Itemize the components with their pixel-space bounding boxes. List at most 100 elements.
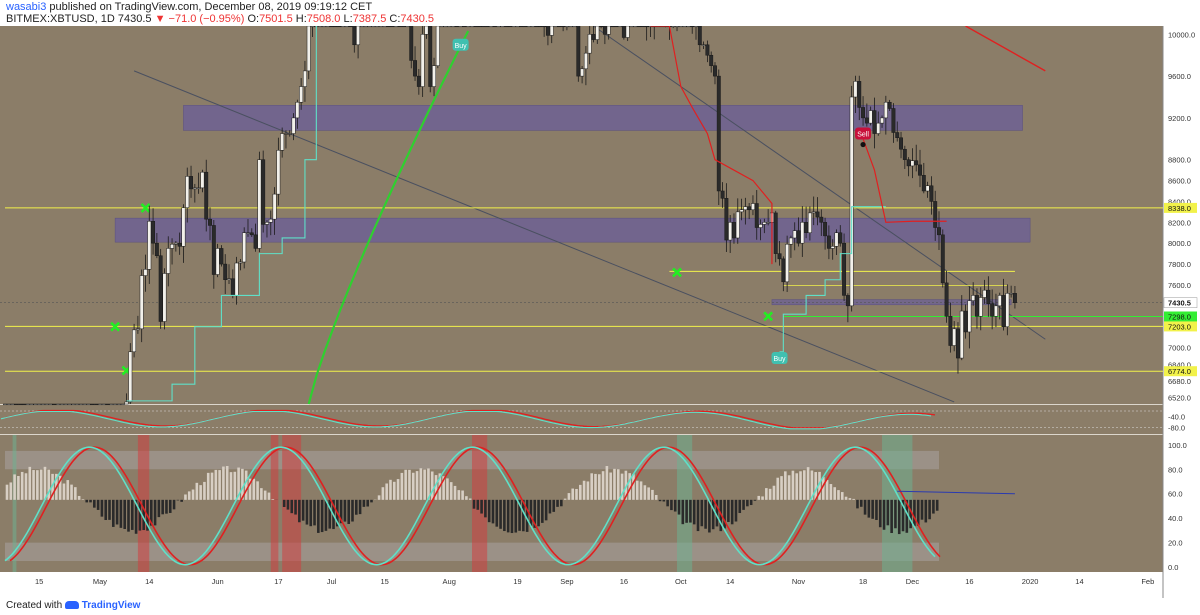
candle-body: [1005, 293, 1010, 327]
candle-body: [842, 242, 847, 296]
histogram-bar: [58, 475, 62, 500]
histogram-bar: [784, 471, 787, 500]
price-axis-tick: 8000.0: [1168, 239, 1191, 248]
candle-body: [709, 54, 714, 66]
histogram-bar: [768, 488, 772, 500]
candle-body: [637, 26, 642, 28]
candle-body: [29, 403, 34, 406]
candle-body: [993, 305, 998, 317]
candle-body: [564, 26, 569, 28]
last-price: 7430.5: [117, 13, 152, 25]
histogram-bar: [358, 499, 362, 515]
candle-body: [67, 403, 72, 406]
time-axis-tick: Jun: [212, 577, 224, 586]
candle-body: [257, 159, 262, 249]
histogram-bar: [442, 476, 445, 500]
candle-body: [785, 243, 790, 283]
histogram-bar: [567, 493, 571, 500]
candle-body: [918, 164, 922, 176]
candle-body: [466, 26, 471, 28]
histogram-bar: [244, 470, 248, 500]
time-axis-tick: 15: [35, 577, 43, 586]
histogram-bar: [780, 476, 783, 500]
histogram-bar: [354, 499, 358, 515]
stoch-axis-tick: 80.0: [1168, 465, 1183, 474]
histogram-bar: [875, 499, 878, 520]
histogram-bar: [127, 499, 130, 532]
candle-body: [78, 403, 83, 406]
histogram-bar: [616, 469, 620, 500]
candle-body: [857, 81, 862, 108]
time-axis-tick: 14: [726, 577, 734, 586]
candle-body: [185, 176, 190, 208]
histogram-bar: [506, 499, 510, 533]
histogram-bar: [134, 499, 138, 534]
histogram-bar: [13, 474, 16, 500]
histogram-bar: [552, 499, 556, 512]
time-axis-tick: 19: [513, 577, 521, 586]
candle-body: [192, 187, 197, 190]
green-x-marker: [110, 321, 121, 332]
candle-body: [982, 289, 987, 298]
symbol-name: BITMEX:XBTUSD, 1D: [6, 13, 115, 25]
candle-body: [306, 26, 311, 72]
candle-body: [986, 289, 991, 305]
candle-body: [189, 176, 193, 190]
time-axis-tick: Aug: [443, 577, 456, 586]
time-axis: 15 May 14 Jun 17 Jul 15 Aug 19 Sep 16 Oct 14 Nov 18 Dec…: [35, 577, 1154, 586]
histogram-bar: [282, 499, 286, 507]
candle-body: [599, 26, 604, 28]
histogram-bar: [298, 499, 301, 523]
histogram-bar: [818, 471, 821, 500]
level-price-label: 6774.0: [1168, 367, 1191, 376]
histogram-bar: [400, 472, 404, 500]
candle-body: [511, 26, 516, 28]
candle-body: [105, 403, 110, 406]
candle-body: [86, 403, 91, 406]
candle-body: [504, 26, 509, 28]
level-price-label: 7298.0: [1168, 312, 1191, 321]
candle-body: [454, 26, 459, 28]
candle-body: [356, 26, 361, 46]
chart-canvas[interactable]: Buy Sell Buy 10000.0 9600.0 9200.0 8800.0 8600.…: [0, 26, 1200, 598]
histogram-bar: [840, 492, 844, 500]
candle-body: [363, 26, 368, 28]
histogram-bar: [772, 485, 776, 500]
candle-body: [25, 403, 30, 406]
candle-body: [10, 403, 15, 406]
candle-body: [90, 403, 95, 406]
histogram-bar: [556, 499, 559, 507]
histogram-bar: [142, 499, 145, 531]
histogram-bar: [765, 488, 768, 500]
histogram-bar: [199, 485, 202, 500]
histogram-bar: [484, 499, 487, 518]
candle-body: [200, 171, 205, 189]
histogram-bar: [514, 499, 518, 533]
candle-body: [868, 110, 873, 124]
histogram-bar: [677, 499, 681, 515]
histogram-bar: [434, 475, 438, 500]
level-price-label: 7203.0: [1168, 322, 1191, 331]
candle-body: [618, 26, 623, 28]
candle-body: [124, 401, 129, 405]
candle-body: [610, 26, 615, 28]
histogram-bar: [222, 466, 225, 500]
candle-body: [671, 26, 676, 28]
symbol-line: BITMEX:XBTUSD, 1D 7430.5 ▼ −71.0 (−0.95%…: [6, 13, 434, 25]
histogram-bar: [916, 499, 920, 526]
price-axis-tick: 9200.0: [1168, 114, 1191, 123]
buy-badge: [452, 38, 469, 51]
histogram-bar: [468, 498, 472, 500]
author-link[interactable]: wasabi3: [6, 1, 47, 13]
histogram-bar: [499, 499, 502, 529]
candle-body: [6, 403, 11, 406]
histogram-bar: [20, 471, 24, 500]
tradingview-link[interactable]: TradingView: [81, 600, 141, 611]
histogram-bar: [206, 472, 210, 500]
candle-body: [823, 222, 828, 237]
histogram-bar: [544, 499, 548, 521]
candle-body: [280, 133, 285, 151]
price-axis-tick: 8400.0: [1168, 197, 1191, 206]
histogram-bar: [586, 481, 590, 500]
candle-body: [724, 198, 729, 241]
